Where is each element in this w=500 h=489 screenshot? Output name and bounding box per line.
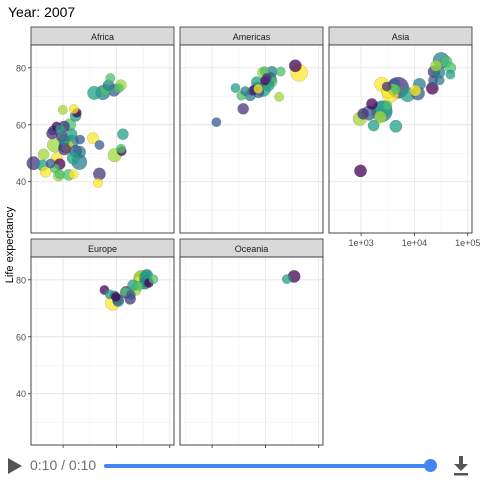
data-point bbox=[105, 73, 116, 83]
data-point bbox=[68, 169, 79, 180]
data-point bbox=[58, 134, 70, 147]
data-point bbox=[261, 73, 272, 83]
data-point bbox=[93, 177, 103, 188]
data-point bbox=[87, 132, 99, 144]
panel-border bbox=[179, 44, 324, 234]
time-label: 0:10 / 0:10 bbox=[30, 457, 97, 473]
panel-background bbox=[180, 257, 323, 445]
data-point bbox=[253, 83, 264, 94]
facet-strip-label: Africa bbox=[91, 32, 114, 42]
data-point bbox=[389, 119, 403, 133]
download-icon[interactable] bbox=[452, 454, 470, 476]
data-point bbox=[275, 66, 286, 77]
data-point bbox=[116, 143, 126, 154]
y-tick-label: 80 bbox=[16, 275, 26, 285]
data-point bbox=[445, 69, 456, 80]
progress-thumb[interactable] bbox=[424, 459, 437, 472]
data-point bbox=[94, 140, 105, 150]
facet-africa: Africa 40 60 80 bbox=[16, 26, 175, 234]
progress-track[interactable] bbox=[104, 459, 437, 472]
data-point bbox=[125, 289, 136, 300]
play-icon[interactable] bbox=[6, 456, 24, 476]
y-axis-label: Life expectancy bbox=[4, 206, 16, 283]
panel-border bbox=[30, 44, 175, 234]
data-point bbox=[148, 274, 159, 285]
data-point bbox=[37, 148, 50, 161]
facet-strip-label: Europe bbox=[88, 244, 117, 254]
data-point bbox=[113, 83, 124, 94]
panel-border bbox=[30, 256, 175, 446]
data-point bbox=[240, 86, 251, 97]
data-point bbox=[57, 104, 68, 115]
data-point bbox=[45, 158, 56, 169]
x-tick-label: 1e+05 bbox=[455, 238, 480, 248]
facet-strip-label: Asia bbox=[392, 32, 410, 42]
facet-europe: Europe 40 60 80 bbox=[16, 238, 175, 448]
facet-asia: Asia 1e+03 1e+04 1e+05 bbox=[328, 26, 480, 248]
animation-player: 0:10 / 0:10 bbox=[0, 448, 500, 484]
data-point bbox=[430, 59, 442, 72]
data-point bbox=[133, 280, 144, 291]
data-point bbox=[117, 128, 129, 141]
data-point bbox=[381, 81, 392, 92]
panel-border bbox=[179, 256, 324, 446]
data-point bbox=[366, 98, 378, 110]
x-tick-label: 1e+04 bbox=[402, 238, 427, 248]
facet-americas: Americas bbox=[179, 26, 324, 234]
data-point bbox=[367, 119, 380, 132]
data-point bbox=[54, 169, 65, 180]
data-point bbox=[391, 84, 401, 95]
progress-fill bbox=[104, 464, 430, 468]
data-point bbox=[39, 165, 52, 178]
y-tick-label: 80 bbox=[16, 63, 26, 73]
data-point bbox=[274, 91, 285, 102]
data-point bbox=[66, 151, 80, 165]
data-point bbox=[288, 59, 302, 73]
data-point bbox=[87, 85, 102, 100]
data-point bbox=[357, 108, 369, 120]
facet-oceania: Oceania bbox=[179, 238, 324, 448]
data-point bbox=[110, 291, 121, 302]
data-point bbox=[230, 83, 241, 93]
y-tick-label: 40 bbox=[16, 177, 26, 187]
data-point bbox=[237, 102, 250, 115]
data-point bbox=[211, 117, 222, 128]
panel-border bbox=[328, 44, 473, 234]
data-point bbox=[75, 134, 86, 145]
data-point bbox=[55, 124, 66, 135]
y-tick-label: 40 bbox=[16, 389, 26, 399]
data-point bbox=[409, 84, 422, 97]
x-tick-label: 1e+03 bbox=[348, 238, 373, 248]
faceted-scatter-chart: Year: 2007 Life expectancy Africa406080A… bbox=[4, 4, 480, 448]
data-point bbox=[281, 274, 292, 285]
data-point bbox=[354, 164, 367, 178]
data-point bbox=[382, 100, 393, 111]
data-point bbox=[373, 110, 387, 124]
y-tick-label: 60 bbox=[16, 332, 26, 342]
y-tick-label: 60 bbox=[16, 120, 26, 130]
facet-strip-label: Americas bbox=[233, 32, 271, 42]
data-point bbox=[428, 75, 438, 86]
chart-title: Year: 2007 bbox=[8, 4, 75, 20]
facets-group: Africa 40 60 80 Americas Asia 1e+03 1e+04 1e+05 E… bbox=[16, 26, 480, 448]
facet-strip-label: Oceania bbox=[235, 244, 269, 254]
data-point bbox=[68, 104, 79, 115]
